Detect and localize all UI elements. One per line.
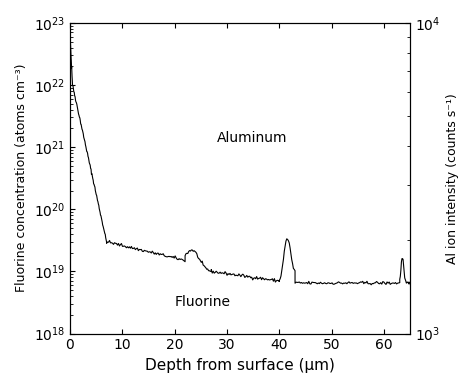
Text: Fluorine: Fluorine [174, 295, 231, 309]
Text: Aluminum: Aluminum [217, 131, 287, 145]
Y-axis label: Al ion intensity (counts s⁻¹): Al ion intensity (counts s⁻¹) [446, 93, 459, 263]
X-axis label: Depth from surface (μm): Depth from surface (μm) [145, 358, 335, 373]
Y-axis label: Fluorine concentration (atoms cm⁻³): Fluorine concentration (atoms cm⁻³) [15, 64, 28, 293]
